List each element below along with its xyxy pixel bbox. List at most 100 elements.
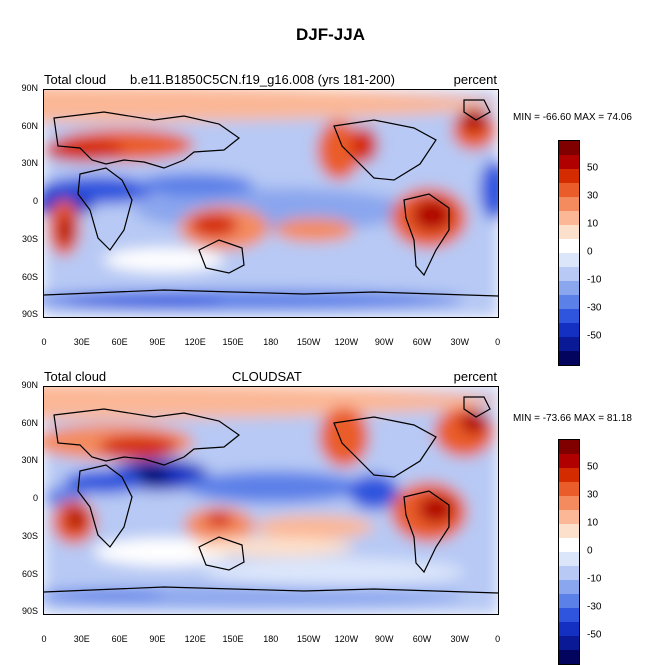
colorbar-swatch (559, 496, 579, 510)
lon-tick-label: 150W (296, 337, 321, 347)
coastline (44, 289, 498, 297)
colorbar-swatch (559, 351, 579, 365)
lon-tick-label: 90W (374, 634, 394, 644)
colorbar-label: 0 (587, 545, 593, 557)
field-contour (134, 173, 254, 197)
field-contour (254, 515, 374, 539)
field-contour (412, 199, 452, 231)
colorbar-swatch (559, 309, 579, 323)
colorbar-swatch (559, 295, 579, 309)
coastline (463, 396, 491, 418)
field-contour (99, 435, 179, 459)
lat-tick-label: 90S (21, 309, 38, 320)
coastline (44, 586, 498, 594)
page-title: DJF-JJA (296, 25, 365, 44)
map-plot-area (43, 89, 499, 318)
panel-case-label: b.e11.B1850C5CN.f19_g16.008 (yrs 181-200… (130, 72, 395, 87)
colorbar-label: 50 (587, 162, 599, 174)
min-max-label: MIN = -66.60 MAX = 74.06 (513, 112, 632, 123)
lon-tick-label: 0 (495, 634, 501, 644)
colorbar-label: -50 (587, 629, 602, 641)
field-contour (64, 296, 224, 308)
lon-tick-label: 90E (149, 337, 166, 347)
lat-tick-label: 30N (21, 158, 38, 169)
panel-units-label: percent (453, 369, 497, 384)
lat-tick-label: 30N (21, 455, 38, 466)
lon-tick-label: 120E (184, 634, 206, 644)
field-contour (66, 507, 86, 531)
colorbar (558, 439, 580, 665)
colorbar-swatch (559, 566, 579, 580)
colorbar-swatch (559, 225, 579, 239)
field-contour (190, 213, 238, 237)
lat-tick-label: 30S (21, 530, 38, 541)
lon-tick-label: 120W (334, 634, 359, 644)
field-contour (460, 410, 488, 434)
lat-tick-label: 60S (21, 271, 38, 282)
colorbar-swatch (559, 323, 579, 337)
lat-tick-label: 30S (21, 233, 38, 244)
lon-tick-label: 30E (73, 634, 90, 644)
coastline (53, 408, 241, 466)
lon-tick-label: 120W (334, 337, 359, 347)
lon-tick-label: 90E (149, 634, 166, 644)
lon-tick-label: 60W (412, 337, 432, 347)
colorbar-label: -30 (587, 601, 602, 613)
field-contour (224, 258, 464, 282)
colorbar-swatch (559, 253, 579, 267)
colorbar-label: -10 (587, 274, 602, 286)
field-contour (317, 120, 361, 180)
field-contour (44, 589, 164, 601)
map-plot-area (43, 386, 499, 615)
field-contour (184, 471, 364, 503)
lat-tick-label: 0 (32, 493, 38, 504)
colorbar-swatch (559, 239, 579, 253)
colorbar-swatch (559, 580, 579, 594)
lon-tick-label: 60E (111, 634, 128, 644)
colorbar-label: 50 (587, 461, 599, 473)
field-contour (480, 160, 498, 220)
field-contour (104, 248, 224, 272)
lon-tick-label: 150E (222, 634, 244, 644)
colorbar-swatch (559, 510, 579, 524)
colorbar-swatch (559, 267, 579, 281)
colorbar-label: 30 (587, 489, 599, 501)
colorbar-swatch (559, 552, 579, 566)
lon-tick-label: 180 (263, 337, 279, 347)
field-contour (194, 537, 354, 557)
colorbar-swatch (559, 141, 579, 155)
panel-variable-label: Total cloud (44, 72, 107, 87)
colorbar-swatch (559, 622, 579, 636)
coastline (333, 416, 437, 478)
colorbar-swatch (559, 211, 579, 225)
colorbar (558, 140, 580, 366)
colorbar-swatch (559, 538, 579, 552)
lon-tick-label: 60E (111, 337, 128, 347)
colorbar-swatch (559, 468, 579, 482)
field-contour (58, 214, 74, 246)
map-panel-obs: Total cloud CLOUDSAT percent 90N 60N 30N 0 3… (0, 369, 661, 665)
lon-tick-label: 30E (73, 337, 90, 347)
lat-tick-label: 90N (21, 380, 38, 390)
colorbar-label: 0 (587, 246, 593, 258)
field-contour (44, 138, 124, 162)
coastline (403, 193, 450, 277)
field-contour (350, 127, 378, 163)
colorbar-swatch (559, 337, 579, 351)
field-contour (44, 90, 498, 122)
coastline (198, 239, 245, 274)
colorbar-swatch (559, 636, 579, 650)
field-contour (319, 407, 369, 467)
coastline (53, 111, 241, 169)
colorbar-swatch (559, 482, 579, 496)
lat-tick-label: 60N (21, 120, 38, 131)
lon-tick-label: 30W (450, 634, 470, 644)
colorbar-swatch (559, 169, 579, 183)
lat-tick-label: 90N (21, 83, 38, 93)
panel-case-label: CLOUDSAT (232, 369, 302, 384)
lon-tick-label: 180 (263, 634, 279, 644)
panel-units-label: percent (453, 72, 497, 87)
lat-tick-label: 60S (21, 568, 38, 579)
colorbar-label: -50 (587, 330, 602, 342)
field-contour (349, 474, 399, 510)
